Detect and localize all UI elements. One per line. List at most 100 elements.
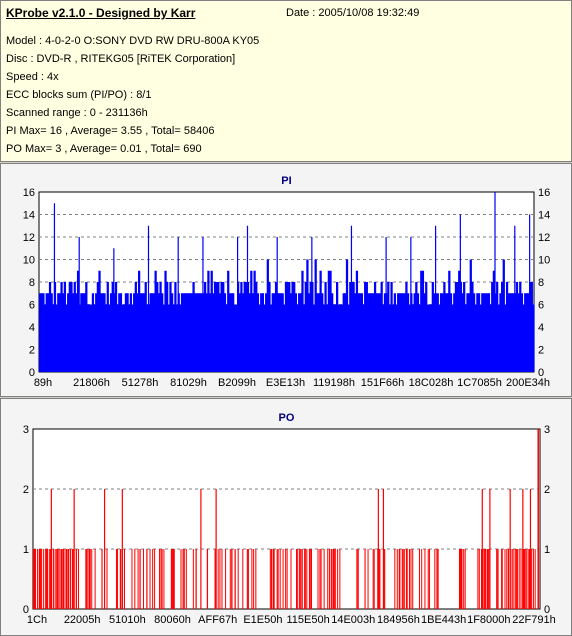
data-bar bbox=[40, 549, 42, 609]
data-bar bbox=[128, 304, 131, 372]
data-bar bbox=[156, 282, 159, 372]
data-bar bbox=[53, 549, 55, 609]
data-bar bbox=[370, 293, 373, 372]
y-tick-label-left: 3 bbox=[23, 424, 29, 436]
y-tick-label-right: 0 bbox=[544, 604, 550, 616]
y-tick-label-left: 0 bbox=[23, 604, 29, 616]
data-bar bbox=[332, 304, 335, 372]
data-bar bbox=[154, 270, 157, 372]
data-bar bbox=[355, 270, 359, 372]
data-bar bbox=[418, 304, 421, 372]
data-bar bbox=[464, 549, 466, 609]
data-bar bbox=[392, 304, 395, 372]
data-bar bbox=[334, 549, 336, 609]
data-bar bbox=[461, 549, 463, 609]
data-bar bbox=[40, 293, 43, 372]
data-bar bbox=[142, 549, 144, 609]
data-bar bbox=[237, 549, 239, 609]
data-bar bbox=[486, 293, 489, 372]
data-bar bbox=[251, 549, 253, 609]
data-bar bbox=[377, 293, 380, 372]
x-tick-label: 184956h bbox=[377, 614, 420, 626]
data-bar bbox=[70, 549, 72, 609]
data-bar bbox=[119, 293, 123, 372]
data-bar bbox=[373, 549, 375, 609]
data-bar bbox=[63, 549, 65, 609]
data-bar bbox=[91, 549, 93, 609]
data-bar bbox=[401, 549, 403, 609]
data-bar bbox=[167, 304, 170, 372]
data-bar bbox=[251, 293, 255, 372]
data-bar bbox=[61, 549, 63, 609]
data-bar bbox=[149, 549, 151, 609]
data-bar bbox=[423, 293, 426, 372]
data-bar bbox=[195, 293, 198, 372]
data-bar bbox=[517, 293, 520, 372]
data-bar bbox=[516, 549, 518, 609]
data-bar bbox=[443, 282, 446, 372]
data-bar bbox=[213, 282, 217, 372]
data-bar bbox=[175, 304, 179, 372]
data-bar bbox=[48, 282, 52, 372]
chart-title: PO bbox=[279, 412, 295, 424]
data-bar bbox=[509, 489, 511, 609]
data-bar bbox=[357, 549, 359, 609]
data-bar bbox=[194, 293, 197, 372]
data-bar bbox=[182, 549, 184, 609]
data-bar bbox=[326, 304, 329, 372]
data-bar bbox=[286, 282, 289, 372]
x-tick-label: 14E003h bbox=[331, 614, 375, 626]
data-bar bbox=[217, 549, 219, 609]
data-bar bbox=[311, 237, 313, 372]
data-bar bbox=[402, 549, 404, 609]
data-bar bbox=[171, 293, 174, 372]
data-bar bbox=[293, 282, 296, 372]
data-bar bbox=[195, 549, 197, 609]
data-bar bbox=[505, 282, 509, 372]
data-bar bbox=[421, 549, 423, 609]
data-bar bbox=[329, 270, 332, 372]
data-bar bbox=[406, 293, 410, 372]
data-bar bbox=[487, 293, 491, 372]
data-bar bbox=[63, 282, 66, 372]
y-tick-label-right: 16 bbox=[538, 187, 550, 199]
data-bar bbox=[332, 549, 334, 609]
data-bar bbox=[372, 549, 374, 609]
data-bar bbox=[75, 293, 78, 372]
data-bar bbox=[304, 549, 306, 609]
y-tick-label-right: 1 bbox=[544, 544, 550, 556]
data-bar bbox=[424, 549, 426, 609]
data-bar bbox=[71, 549, 73, 609]
data-bar bbox=[131, 304, 134, 372]
data-bar bbox=[162, 304, 165, 372]
data-bar bbox=[231, 549, 233, 609]
data-bar bbox=[67, 549, 69, 609]
data-bar bbox=[161, 293, 164, 372]
data-bar bbox=[327, 549, 329, 609]
x-tick-label: 1F8000h bbox=[467, 614, 510, 626]
data-bar bbox=[534, 549, 536, 609]
data-bar bbox=[113, 248, 115, 372]
data-bar bbox=[147, 225, 150, 372]
data-bar bbox=[512, 293, 515, 372]
data-bar bbox=[330, 549, 332, 609]
y-tick-label-right: 2 bbox=[538, 345, 544, 357]
data-bar bbox=[47, 293, 50, 372]
data-bar bbox=[504, 549, 506, 609]
data-bar bbox=[418, 549, 420, 609]
data-bar bbox=[39, 293, 42, 372]
data-bar bbox=[356, 549, 358, 609]
data-bar bbox=[449, 293, 453, 372]
data-bar bbox=[103, 489, 106, 609]
data-bar bbox=[439, 293, 443, 372]
data-bar bbox=[339, 304, 342, 372]
data-bar bbox=[300, 549, 302, 609]
data-bar bbox=[321, 293, 324, 372]
data-bar bbox=[101, 549, 103, 609]
data-bar bbox=[399, 549, 401, 609]
data-bar bbox=[41, 549, 43, 609]
po-chart: PO 0 0 1 1 2 2 3 3 1Ch 22005h 51010h 80060h AFF67h E1E… bbox=[23, 412, 556, 626]
data-bar bbox=[43, 549, 45, 609]
y-tick-label-left: 6 bbox=[29, 300, 35, 312]
data-bar bbox=[469, 259, 472, 372]
